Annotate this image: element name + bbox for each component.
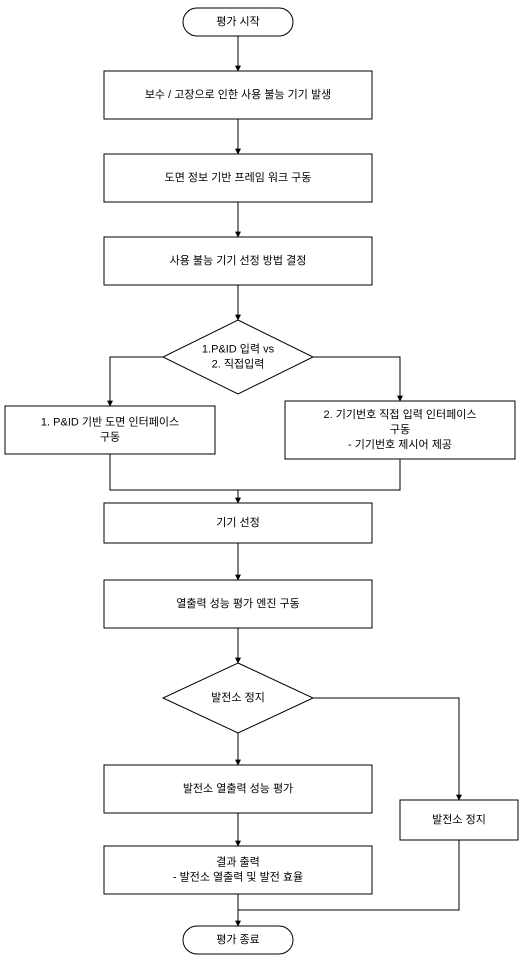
node-p5: 열출력 성능 평가 엔진 구동 (104, 580, 372, 628)
node-p1: 보수 / 고장으로 인한 사용 불능 기기 발생 (104, 71, 372, 119)
process-shape (104, 846, 372, 894)
node-label: 발전소 정지 (432, 813, 486, 826)
node-label: 도면 정보 기반 프레임 워크 구동 (165, 171, 312, 184)
node-p3: 사용 불능 기기 선정 방법 결정 (104, 237, 372, 285)
node-p7: 결과 출력- 발전소 열출력 및 발전 효율 (104, 846, 372, 894)
node-label: 기기 선정 (216, 516, 260, 529)
edge (110, 454, 238, 503)
node-label: 평가 시작 (216, 15, 260, 28)
node-p2: 도면 정보 기반 프레임 워크 구동 (104, 154, 372, 202)
node-pL: 1. P&ID 기반 도면 인터페이스구동 (5, 406, 215, 454)
edge (238, 459, 400, 490)
node-pStop: 발전소 정지 (400, 800, 518, 840)
node-label: 발전소 열출력 성능 평가 (183, 782, 293, 795)
node-pR: 2. 기기번호 직접 입력 인터페이스구동- 기기번호 제시어 제공 (285, 401, 515, 459)
node-label: 열출력 성능 평가 엔진 구동 (176, 597, 300, 610)
process-shape (5, 406, 215, 454)
edge (110, 357, 163, 406)
node-d2: 발전소 정지 (163, 663, 313, 733)
node-label: 발전소 정지 (211, 691, 265, 704)
node-label: 평가 종료 (216, 933, 260, 946)
edge (313, 357, 400, 401)
node-label: 사용 불능 기기 선정 방법 결정 (170, 254, 307, 267)
decision-shape (163, 320, 313, 394)
nodes-group: 평가 시작보수 / 고장으로 인한 사용 불능 기기 발생도면 정보 기반 프레… (5, 8, 518, 954)
node-d1: 1.P&ID 입력 vs2. 직접입력 (163, 320, 313, 394)
node-start: 평가 시작 (183, 8, 293, 36)
node-label: 보수 / 고장으로 인한 사용 불능 기기 발생 (145, 88, 331, 101)
node-p4: 기기 선정 (104, 503, 372, 543)
node-end: 평가 종료 (183, 926, 293, 954)
flowchart-diagram: 평가 시작보수 / 고장으로 인한 사용 불능 기기 발생도면 정보 기반 프레… (0, 0, 530, 963)
node-p6: 발전소 열출력 성능 평가 (104, 765, 372, 813)
